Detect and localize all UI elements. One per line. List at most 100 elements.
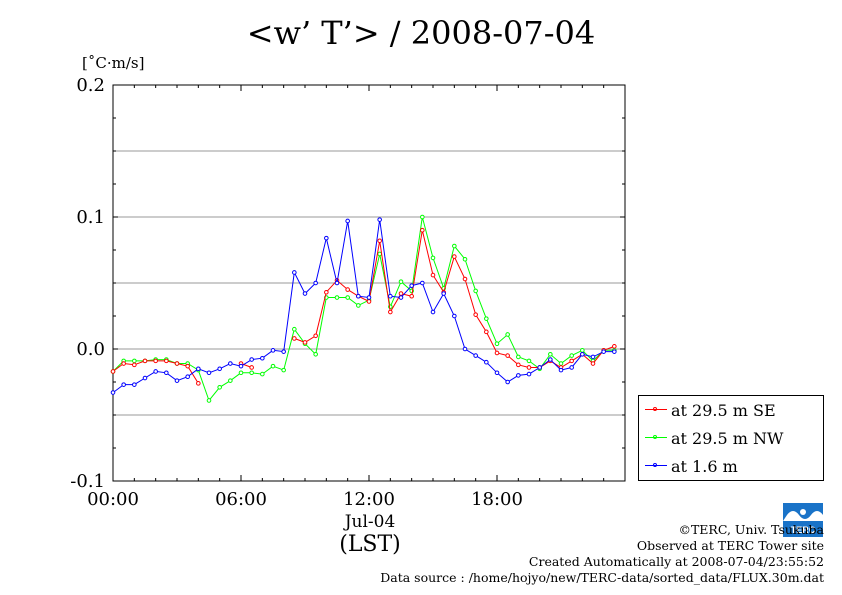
data-point bbox=[548, 351, 553, 357]
data-point bbox=[270, 348, 276, 353]
data-point bbox=[356, 293, 361, 299]
data-point bbox=[334, 295, 340, 300]
x-tick-label: 12:00 bbox=[343, 489, 395, 510]
data-point bbox=[292, 336, 297, 341]
data-point bbox=[110, 369, 116, 374]
data-point bbox=[345, 295, 350, 300]
data-point bbox=[505, 379, 510, 385]
data-point bbox=[142, 375, 148, 381]
chart-title: <w’ T’> / 2008-07-04 bbox=[246, 14, 596, 52]
data-point bbox=[558, 367, 564, 373]
data-point bbox=[569, 358, 574, 364]
legend-item-nw: at 29.5 m NW bbox=[639, 428, 783, 448]
data-point bbox=[558, 361, 564, 366]
legend: at 29.5 m SE at 29.5 m NW at 1.6 m bbox=[638, 395, 824, 481]
y-tick-label: 0.2 bbox=[76, 75, 105, 96]
data-point bbox=[260, 355, 265, 361]
data-point bbox=[302, 291, 308, 296]
data-point bbox=[249, 365, 254, 370]
data-point bbox=[537, 365, 542, 370]
data-point bbox=[409, 293, 414, 299]
data-point bbox=[377, 238, 382, 244]
legend-label-se: at 29.5 m SE bbox=[671, 400, 776, 420]
y-tick-label: 0.1 bbox=[76, 207, 105, 228]
credits: ©TERC, Univ. Tsukuba Observed at TERC To… bbox=[380, 522, 824, 586]
data-point bbox=[494, 350, 500, 356]
data-point bbox=[441, 291, 446, 296]
data-point bbox=[484, 359, 489, 365]
data-point bbox=[516, 373, 521, 378]
data-point bbox=[452, 254, 457, 259]
data-point bbox=[281, 367, 286, 373]
data-point bbox=[526, 358, 532, 364]
data-point bbox=[452, 313, 457, 319]
data-point bbox=[217, 384, 222, 390]
legend-label-nw: at 29.5 m NW bbox=[671, 428, 784, 448]
data-point bbox=[132, 362, 137, 368]
data-point bbox=[398, 279, 404, 284]
series-line bbox=[112, 230, 615, 384]
legend-item-surface: at 1.6 m bbox=[639, 456, 738, 476]
data-point bbox=[462, 256, 468, 262]
data-point bbox=[313, 333, 318, 339]
terc-logo: TERC bbox=[783, 503, 823, 537]
credit-created: Created Automatically at 2008-07-04/23:5… bbox=[528, 554, 824, 569]
data-point bbox=[174, 378, 180, 383]
legend-swatch-surface bbox=[645, 461, 667, 471]
data-point bbox=[153, 358, 158, 364]
data-point bbox=[228, 378, 233, 383]
data-point bbox=[516, 362, 521, 368]
data-point bbox=[601, 349, 606, 354]
data-point bbox=[526, 371, 532, 377]
x-axis-date-label: Jul-04 bbox=[344, 512, 396, 532]
x-axis-unit-label: (LST) bbox=[339, 532, 401, 557]
data-point bbox=[398, 291, 404, 296]
data-point bbox=[324, 289, 329, 295]
data-point bbox=[324, 235, 329, 241]
data-point bbox=[430, 309, 436, 315]
credit-copyright: ©TERC, Univ. Tsukuba bbox=[678, 522, 824, 537]
data-point bbox=[185, 374, 190, 380]
data-point bbox=[580, 351, 585, 357]
y-unit-label: [˚C·m/s] bbox=[82, 54, 145, 72]
data-point bbox=[345, 287, 350, 292]
data-point bbox=[377, 217, 382, 222]
data-point bbox=[430, 272, 436, 278]
data-point bbox=[142, 358, 148, 364]
data-point bbox=[249, 357, 254, 362]
data-point bbox=[302, 340, 308, 345]
data-point bbox=[473, 288, 478, 294]
y-tick-label: -0.1 bbox=[70, 471, 105, 492]
data-point bbox=[206, 370, 212, 376]
data-point bbox=[196, 381, 201, 386]
data-point bbox=[420, 214, 425, 220]
data-point bbox=[345, 218, 350, 224]
data-point bbox=[366, 299, 372, 304]
data-point bbox=[484, 329, 489, 335]
data-point bbox=[473, 312, 478, 317]
data-point bbox=[281, 349, 286, 354]
data-point bbox=[388, 309, 393, 315]
data-point bbox=[174, 361, 180, 366]
credit-source: Data source : /home/hojyo/new/TERC-data/… bbox=[380, 570, 824, 585]
data-point bbox=[494, 341, 500, 347]
data-point bbox=[409, 283, 414, 288]
logo-text: TERC bbox=[791, 525, 816, 535]
data-point bbox=[462, 276, 468, 282]
x-tick-label: 18:00 bbox=[471, 489, 523, 510]
data-point bbox=[217, 366, 222, 372]
y-tick-label: 0.0 bbox=[76, 339, 105, 360]
data-point bbox=[110, 390, 116, 395]
data-point bbox=[494, 370, 500, 376]
data-point bbox=[590, 361, 596, 366]
data-point bbox=[164, 358, 169, 364]
data-point bbox=[452, 243, 457, 249]
data-point bbox=[334, 280, 340, 286]
data-point bbox=[366, 295, 372, 300]
data-point bbox=[206, 398, 212, 403]
data-point bbox=[462, 346, 468, 352]
data-point bbox=[526, 365, 532, 370]
x-tick-label: 06:00 bbox=[215, 489, 267, 510]
data-point bbox=[398, 295, 404, 300]
